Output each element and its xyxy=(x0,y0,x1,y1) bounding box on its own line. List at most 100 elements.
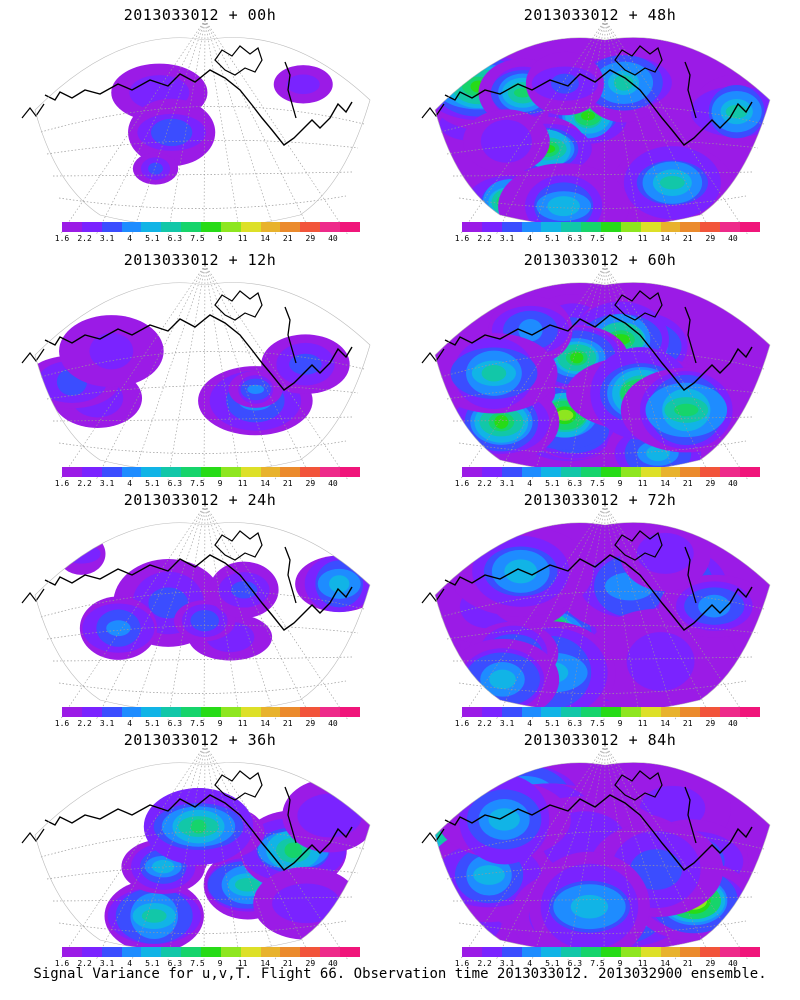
longitude-line xyxy=(95,264,206,481)
colorbar-swatch xyxy=(300,947,321,957)
colorbar-tick-label: 14 xyxy=(660,719,670,728)
longitude-line xyxy=(204,264,277,481)
variance-contour xyxy=(518,319,543,342)
longitude-line xyxy=(567,264,606,481)
longitude-line xyxy=(567,744,606,961)
colorbar-tick-label: 1.6 xyxy=(54,234,70,243)
colorbar-swatch xyxy=(462,947,482,957)
colorbar-swatch xyxy=(101,222,122,232)
panel-title: 2013033012 + 00h xyxy=(123,6,277,24)
colorbar xyxy=(462,467,760,477)
variance-contour xyxy=(148,162,163,175)
colorbar-tick-label: 40 xyxy=(728,234,738,243)
latitude-line xyxy=(440,350,765,378)
colorbar-tick-label: 40 xyxy=(328,959,338,968)
coastline-west xyxy=(421,348,445,364)
longitude-line xyxy=(604,264,713,481)
coastline-west xyxy=(21,103,45,119)
colorbar-swatch xyxy=(581,707,602,717)
arctic-islands xyxy=(214,530,263,561)
colorbar-tick-label: 14 xyxy=(260,959,270,968)
variance-map xyxy=(421,504,771,721)
colorbar-swatch xyxy=(340,467,360,477)
colorbar-swatch xyxy=(260,707,281,717)
coastline-west xyxy=(421,103,445,119)
variance-contour xyxy=(504,559,538,584)
colorbar-swatch xyxy=(320,707,341,717)
colorbar-tick-label: 6.3 xyxy=(567,479,583,488)
colorbar-swatch xyxy=(501,707,522,717)
latitude-line xyxy=(52,171,353,177)
colorbar-labels: 1.6 2.2 3.1 4 5.1 6.3 7.5 9 11 14 21 29 40 xyxy=(55,234,365,244)
colorbar-swatch xyxy=(700,222,721,232)
colorbar-swatch xyxy=(481,947,502,957)
latitude-line xyxy=(440,590,765,618)
colorbar-swatch xyxy=(541,707,562,717)
longitude-line xyxy=(204,504,313,721)
colorbar-swatch xyxy=(260,467,281,477)
variance-contour xyxy=(550,73,579,94)
latitude-line xyxy=(58,440,347,454)
latitude-line xyxy=(58,195,347,209)
colorbar-swatch xyxy=(501,467,522,477)
longitude-line xyxy=(204,19,277,236)
colorbar-swatch xyxy=(561,947,582,957)
colorbar-swatch xyxy=(541,467,562,477)
colorbar-swatch xyxy=(462,707,482,717)
colorbar-swatch xyxy=(700,467,721,477)
coastline xyxy=(44,794,353,871)
colorbar-tick-label: 1.6 xyxy=(54,479,70,488)
colorbar-tick-label: 9 xyxy=(217,234,223,243)
colorbar-tick-label: 11 xyxy=(637,479,648,488)
latitude-line xyxy=(452,416,753,422)
colorbar-swatch xyxy=(680,222,701,232)
colorbar-tick-label: 6.3 xyxy=(567,234,583,243)
greenland-coast xyxy=(684,306,697,364)
variance-contour xyxy=(480,119,532,163)
colorbar-tick-label: 11 xyxy=(637,719,648,728)
colorbar-swatch xyxy=(561,222,582,232)
longitude-line xyxy=(95,744,206,961)
colorbar-tick-label: 29 xyxy=(305,719,316,728)
colorbar-swatch xyxy=(340,947,360,957)
colorbar-swatch xyxy=(680,467,701,477)
colorbar xyxy=(462,947,760,957)
colorbar-swatch xyxy=(240,467,261,477)
variance-contour xyxy=(674,403,699,417)
latitude-line xyxy=(452,656,753,662)
coastline xyxy=(444,554,753,631)
longitude-line xyxy=(567,504,606,721)
panel-title: 2013033012 + 24h xyxy=(123,491,277,509)
coastline xyxy=(44,69,353,146)
longitude-line xyxy=(604,504,641,721)
latitude-line xyxy=(58,680,347,694)
colorbar-swatch xyxy=(620,222,641,232)
coastline xyxy=(444,794,753,871)
map-domain-outline xyxy=(34,762,371,953)
latitude-line xyxy=(440,105,765,133)
longitude-line xyxy=(604,744,677,961)
colorbar-swatch xyxy=(601,707,621,717)
colorbar-tick-label: 5.1 xyxy=(145,959,160,968)
colorbar-swatch xyxy=(320,467,341,477)
longitude-line xyxy=(203,264,206,481)
arctic-islands xyxy=(614,530,663,561)
colorbar-swatch xyxy=(521,947,542,957)
colorbar-tick-label: 5.1 xyxy=(145,719,160,728)
colorbar-swatch xyxy=(521,222,542,232)
variance-contour xyxy=(289,353,322,375)
longitude-line xyxy=(604,264,749,481)
colorbar-tick-label: 9 xyxy=(617,959,623,968)
longitude-line xyxy=(59,744,206,961)
variance-map xyxy=(21,504,371,721)
variance-contour xyxy=(556,409,574,421)
colorbar-swatch xyxy=(62,467,82,477)
colorbar-swatch xyxy=(280,222,301,232)
colorbar-tick-label: 3.1 xyxy=(99,959,115,968)
colorbar-labels: 1.6 2.2 3.1 4 5.1 6.3 7.5 9 11 14 21 29 40 xyxy=(455,479,765,489)
colorbar-swatch xyxy=(101,467,122,477)
longitude-line xyxy=(131,744,206,961)
forecast-panel-24h: 2013033012 + 24h 1.6 2.2 3.1 4 5.1 6.3 7.5 9 11 1… xyxy=(0,485,400,730)
greenland-coast xyxy=(684,61,697,119)
colorbar-tick-label: 4 xyxy=(127,234,133,243)
